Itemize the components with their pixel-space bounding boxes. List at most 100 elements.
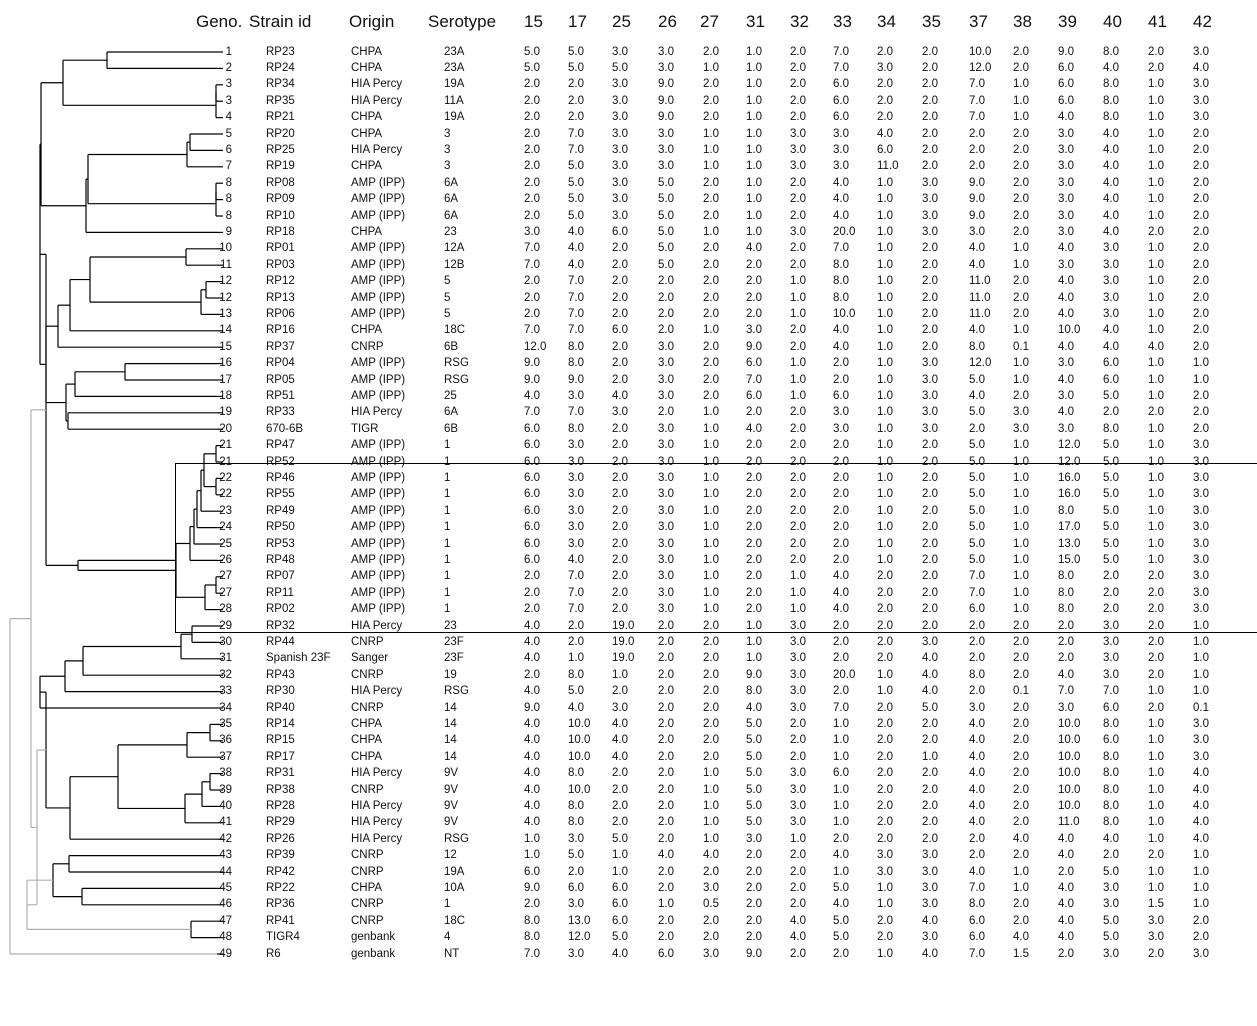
- allele-value-cell: 4.0: [1193, 61, 1209, 74]
- allele-value-cell: 4.0: [1193, 783, 1209, 796]
- header-locus-25: 25: [612, 12, 631, 31]
- header-locus-27: 27: [700, 12, 719, 31]
- allele-value-cell: 4.0: [1103, 340, 1119, 353]
- allele-value-cell: 5.0: [612, 61, 628, 74]
- allele-value-cell: 2.0: [1013, 717, 1029, 730]
- allele-value-cell: 1.0: [877, 340, 893, 353]
- origin-cell: AMP (IPP): [351, 242, 406, 255]
- allele-value-cell: 2.0: [612, 291, 628, 304]
- allele-value-cell: 4.0: [568, 701, 584, 714]
- allele-value-cell: 4.0: [1058, 275, 1074, 288]
- allele-value-cell: 1.0: [703, 406, 719, 419]
- allele-value-cell: 10.0: [1058, 783, 1081, 796]
- allele-value-cell: 4.0: [833, 193, 849, 206]
- table-row: 37 RP17 CHPA 14 4.0 10.0 4.0 2.0 2.0 5.0 2.0 1.0 2.0…: [0, 749, 1257, 766]
- allele-value-cell: 0.1: [1013, 340, 1029, 353]
- strain-id-cell: RP47: [266, 439, 295, 452]
- allele-value-cell: 2.0: [746, 488, 762, 501]
- allele-value-cell: 4.0: [833, 209, 849, 222]
- allele-value-cell: 4.0: [833, 340, 849, 353]
- table-row: 14 RP16 CHPA 18C 7.0 7.0 6.0 2.0 1.0 3.0 2.0 4.0 1.0…: [0, 322, 1257, 339]
- allele-value-cell: 1.0: [703, 603, 719, 616]
- allele-value-cell: 1.0: [1148, 258, 1164, 271]
- allele-value-cell: 7.0: [524, 258, 540, 271]
- origin-cell: CHPA: [351, 324, 383, 337]
- allele-value-cell: 2.0: [1013, 160, 1029, 173]
- allele-value-cell: 3.0: [877, 849, 893, 862]
- allele-value-cell: 4.0: [969, 242, 985, 255]
- allele-value-cell: 4.0: [1193, 832, 1209, 845]
- geno-cell: 21: [219, 455, 232, 468]
- allele-value-cell: 1.0: [703, 553, 719, 566]
- origin-cell: AMP (IPP): [351, 275, 406, 288]
- origin-cell: CNRP: [351, 340, 384, 353]
- allele-value-cell: 1.0: [1148, 521, 1164, 534]
- allele-value-cell: 2.0: [790, 94, 806, 107]
- allele-value-cell: 2.0: [658, 701, 674, 714]
- allele-value-cell: 7.0: [833, 45, 849, 58]
- allele-value-cell: 3.0: [658, 603, 674, 616]
- allele-value-cell: 1.0: [877, 553, 893, 566]
- allele-value-cell: 4.0: [1103, 61, 1119, 74]
- allele-value-cell: 1.0: [746, 209, 762, 222]
- allele-value-cell: 2.0: [922, 307, 938, 320]
- allele-value-cell: 4.0: [524, 816, 540, 829]
- allele-value-cell: 3.0: [1103, 275, 1119, 288]
- allele-value-cell: 3.0: [658, 422, 674, 435]
- table-row: 6 RP25 HIA Percy 3 2.0 7.0 3.0 3.0 1.0 1.0 3.0 3.0 6…: [0, 142, 1257, 159]
- allele-value-cell: 3.0: [568, 504, 584, 517]
- table-row: 22 RP55 AMP (IPP) 1 6.0 3.0 2.0 3.0 1.0 2.0 2.0 2.0…: [0, 486, 1257, 503]
- allele-value-cell: 2.0: [1193, 389, 1209, 402]
- allele-value-cell: 1.0: [1193, 898, 1209, 911]
- allele-value-cell: 1.0: [703, 127, 719, 140]
- allele-value-cell: 2.0: [790, 406, 806, 419]
- allele-value-cell: 1.0: [1148, 537, 1164, 550]
- allele-value-cell: 3.0: [658, 389, 674, 402]
- allele-value-cell: 2.0: [1148, 619, 1164, 632]
- serotype-cell: 19A: [444, 111, 465, 124]
- allele-value-cell: 2.0: [703, 193, 719, 206]
- allele-value-cell: 2.0: [790, 947, 806, 960]
- allele-value-cell: 3.0: [568, 389, 584, 402]
- allele-value-cell: 3.0: [1193, 553, 1209, 566]
- allele-value-cell: 5.0: [568, 176, 584, 189]
- geno-cell: 27: [219, 586, 232, 599]
- allele-value-cell: 6.0: [833, 94, 849, 107]
- strain-id-cell: TIGR4: [266, 931, 300, 944]
- strain-id-cell: RP11: [266, 586, 294, 599]
- allele-value-cell: 4.0: [922, 668, 938, 681]
- allele-value-cell: 1.0: [746, 225, 762, 238]
- origin-cell: CHPA: [351, 881, 383, 894]
- table-row: 47 RP41 CNRP 18C 8.0 13.0 6.0 2.0 2.0 2.0 4.0 5.0 2.…: [0, 913, 1257, 930]
- allele-value-cell: 4.0: [658, 849, 674, 862]
- origin-cell: AMP (IPP): [351, 258, 406, 271]
- allele-value-cell: 6.0: [1058, 61, 1074, 74]
- allele-value-cell: 9.0: [746, 340, 762, 353]
- allele-value-cell: 1.0: [1013, 488, 1029, 501]
- allele-value-cell: 2.0: [790, 455, 806, 468]
- allele-value-cell: 1.0: [703, 324, 719, 337]
- serotype-cell: 10A: [444, 881, 465, 894]
- allele-value-cell: 1.0: [1193, 619, 1209, 632]
- allele-value-cell: 2.0: [746, 586, 762, 599]
- allele-value-cell: 16.0: [1058, 471, 1081, 484]
- allele-value-cell: 5.0: [1103, 471, 1119, 484]
- allele-value-cell: 2.0: [922, 127, 938, 140]
- geno-cell: 23: [219, 504, 232, 517]
- header-locus-33: 33: [833, 12, 852, 31]
- geno-cell: 14: [219, 324, 232, 337]
- allele-value-cell: 2.0: [1013, 701, 1029, 714]
- allele-value-cell: 3.0: [612, 111, 628, 124]
- allele-value-cell: 2.0: [658, 619, 674, 632]
- allele-value-cell: 3.0: [658, 45, 674, 58]
- allele-value-cell: 3.0: [1193, 94, 1209, 107]
- allele-value-cell: 2.0: [612, 570, 628, 583]
- allele-value-cell: 8.0: [969, 898, 985, 911]
- table-row: 38 RP31 HIA Percy 9V 4.0 8.0 2.0 2.0 1.0 5.0 3.0 6.…: [0, 765, 1257, 782]
- strain-id-cell: RP05: [266, 373, 295, 386]
- serotype-cell: 9V: [444, 799, 459, 812]
- origin-cell: AMP (IPP): [351, 193, 406, 206]
- allele-value-cell: 2.0: [746, 603, 762, 616]
- header-strain-id: Strain id: [249, 12, 312, 31]
- allele-value-cell: 3.0: [922, 373, 938, 386]
